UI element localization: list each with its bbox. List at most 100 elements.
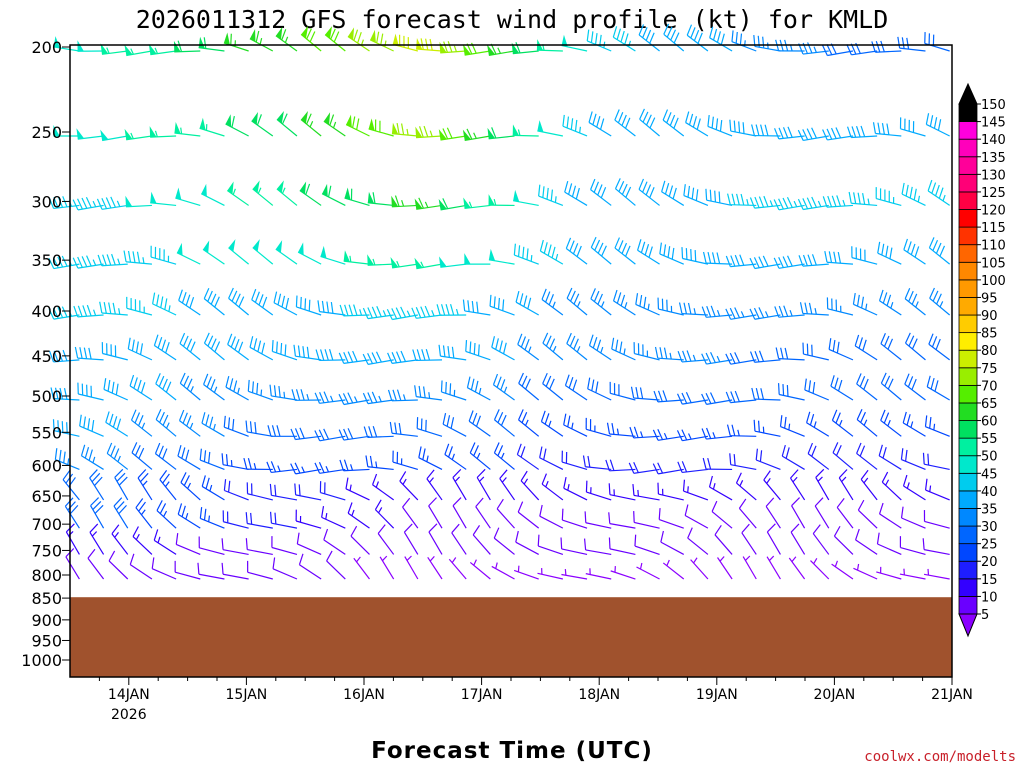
barb-shaft [276,188,298,206]
barb-feather [590,31,594,43]
barb-pennant [252,239,260,252]
wind-barb [177,503,201,529]
barb-feather [328,349,334,361]
barb-feather [321,506,325,518]
barb-feather [639,294,643,307]
barb-shaft [836,507,854,529]
barb-feather [112,302,116,315]
y-tick-label: 800 [31,566,62,585]
wind-barb [612,289,636,316]
barb-feather [798,255,804,267]
colorbar-tick-label: 5 [981,608,989,623]
barb-feather [910,243,916,255]
barb-feather [156,294,160,306]
barb-feather [423,386,426,398]
barb-feather [709,392,716,404]
wind-barb [828,338,854,361]
barb-feather [367,307,373,319]
barb-feather [185,294,191,306]
wind-barb [564,374,588,401]
barb-shaft [200,193,225,206]
barb-feather [753,257,760,268]
barb-feather [806,128,813,140]
wind-barb [226,181,249,206]
barb-feather [499,469,508,479]
barb-feather [545,291,551,303]
barb-feather [590,236,597,248]
colorbar-box [958,297,978,316]
wind-barb [614,109,636,137]
wind-barb [517,333,540,361]
wind-barb [267,425,297,437]
barb-half-feather [628,40,632,47]
barb-feather [323,391,330,403]
wind-barb [416,417,443,437]
barb-feather [418,197,424,209]
barb-feather [290,428,296,440]
wind-barb [77,382,104,401]
wind-barb [662,109,685,137]
x-tick-label: 19JAN [696,687,738,703]
x-axis-title: Forecast Time (UTC) [371,738,653,764]
wind-barb [638,24,660,52]
barb-feather [298,553,304,565]
barb-feather [318,461,325,473]
barb-feather [157,337,163,349]
wind-barb [469,559,491,580]
barb-feather [807,254,813,266]
wind-barb [227,333,249,361]
barb-feather [909,186,913,199]
wind-barb [488,248,515,265]
barb-feather [137,469,147,479]
barb-half-feather [118,308,121,315]
barb-half-feather [473,132,477,139]
barb-half-feather [647,303,650,311]
barb-feather [902,474,908,487]
barb-feather [676,393,683,405]
barb-feather [276,425,281,437]
barb-feather [683,184,686,196]
barb-feather [569,240,575,252]
barb-feather [295,295,298,307]
barb-half-feather [915,301,919,308]
wind-barb [878,289,902,316]
barb-half-feather [555,253,559,261]
barb-feather [860,469,869,480]
barb-feather [442,345,446,357]
barb-feather [101,197,108,209]
barb-feather [73,305,79,318]
colorbar-tick-label: 130 [981,168,1006,183]
barb-feather [153,529,159,541]
wind-barb [832,442,854,470]
barb-half-feather [600,346,604,354]
wind-barb [72,255,104,269]
barb-feather [937,119,942,131]
barb-feather [491,127,497,139]
barb-feather [832,442,839,453]
wind-barb [173,40,201,53]
barb-feather [502,299,505,311]
barb-pennant [344,187,351,200]
barb-feather [642,181,648,193]
barb-feather [637,239,642,251]
barb-half-feather [766,477,771,484]
barb-feather [53,197,59,209]
x-tick-label: 15JAN [226,687,268,703]
barb-feather [929,287,935,299]
wind-barb [702,251,733,265]
wind-barb [125,195,152,208]
wind-barb [178,409,201,437]
wind-barb [922,452,950,471]
wind-barb [130,409,153,437]
barb-feather [262,296,268,308]
wind-barb [590,178,612,206]
barb-feather [652,463,659,475]
barb-feather [161,339,167,351]
barb-feather [111,524,120,535]
barb-feather [526,248,529,260]
wind-barb [251,288,274,316]
barb-feather [48,197,55,209]
wind-barb [391,122,418,137]
wind-barb [588,334,612,361]
barb-feather [442,128,449,140]
